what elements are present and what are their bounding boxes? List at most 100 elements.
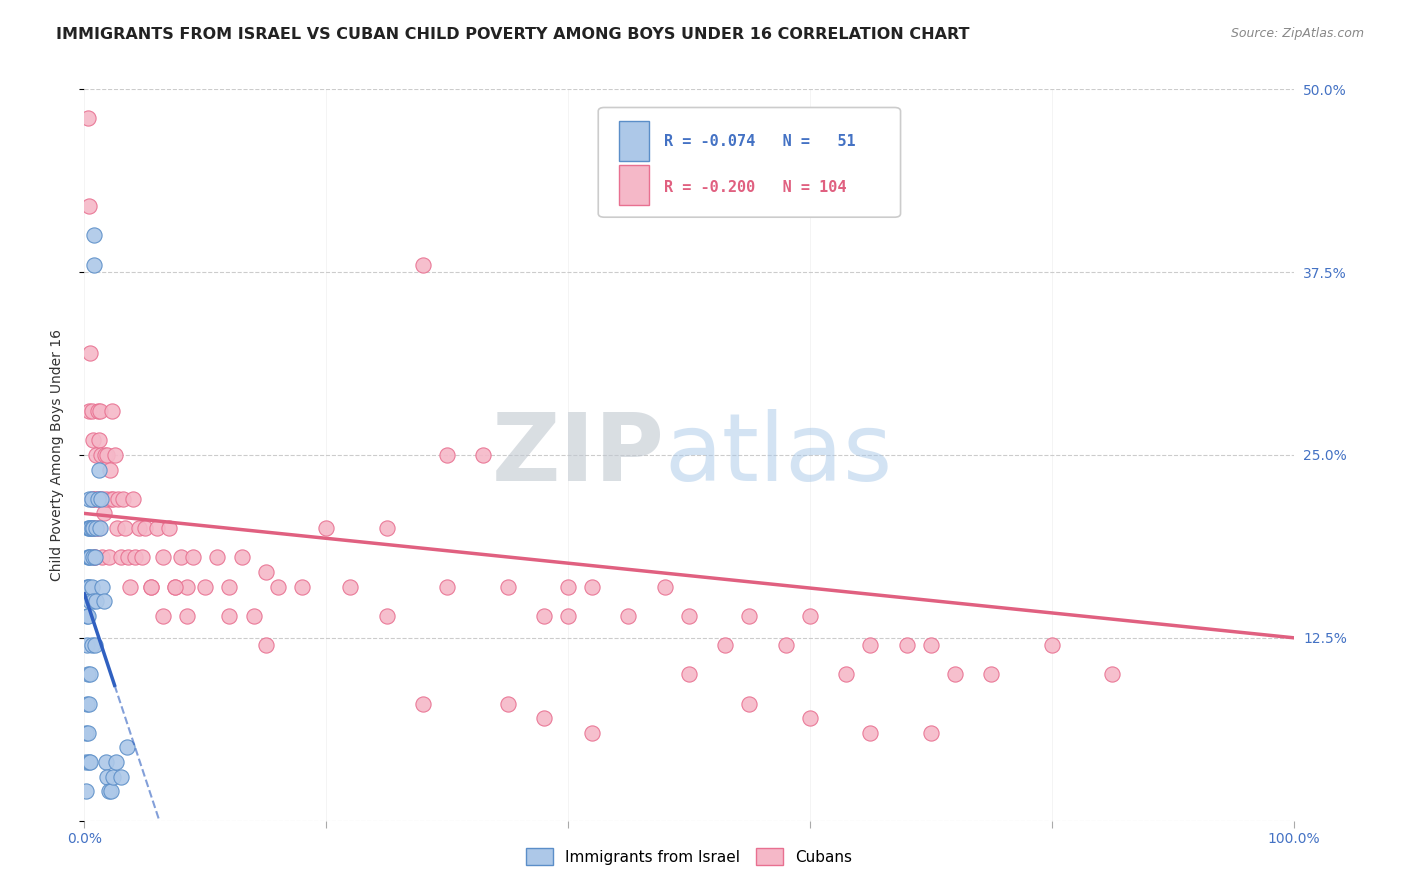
Point bbox=[76, 580, 98, 594]
Point bbox=[835, 667, 858, 681]
Point bbox=[82, 594, 104, 608]
Point bbox=[77, 550, 100, 565]
Point bbox=[218, 580, 240, 594]
Point bbox=[100, 784, 122, 798]
Point bbox=[920, 638, 942, 652]
Point bbox=[121, 491, 143, 506]
Point bbox=[152, 550, 174, 565]
Point bbox=[738, 697, 761, 711]
Point bbox=[678, 667, 700, 681]
Point bbox=[86, 521, 108, 535]
Point bbox=[920, 726, 942, 740]
Point bbox=[533, 608, 555, 623]
Point bbox=[96, 448, 118, 462]
Point bbox=[107, 491, 129, 506]
Point bbox=[86, 448, 108, 462]
Point bbox=[94, 491, 117, 506]
Point bbox=[103, 770, 125, 784]
Text: R = -0.200   N = 104: R = -0.200 N = 104 bbox=[664, 180, 846, 195]
Point bbox=[76, 638, 98, 652]
Point bbox=[943, 667, 966, 681]
Point bbox=[77, 726, 100, 740]
Point bbox=[76, 697, 98, 711]
Point bbox=[84, 638, 107, 652]
Point bbox=[267, 580, 290, 594]
Point bbox=[87, 434, 110, 448]
Point bbox=[496, 697, 519, 711]
Point bbox=[97, 784, 120, 798]
Text: Source: ZipAtlas.com: Source: ZipAtlas.com bbox=[1230, 27, 1364, 40]
Point bbox=[96, 770, 118, 784]
Point bbox=[91, 550, 114, 565]
Point bbox=[859, 638, 882, 652]
Point bbox=[80, 491, 103, 506]
Point bbox=[86, 491, 108, 506]
Point bbox=[86, 491, 108, 506]
Point bbox=[412, 697, 434, 711]
Point bbox=[80, 404, 103, 418]
Point bbox=[110, 770, 132, 784]
Point bbox=[84, 491, 107, 506]
Point bbox=[83, 228, 105, 243]
Point bbox=[79, 521, 101, 535]
Point bbox=[157, 521, 180, 535]
Text: atlas: atlas bbox=[665, 409, 893, 501]
Point bbox=[980, 667, 1002, 681]
Point bbox=[77, 521, 100, 535]
Point bbox=[412, 258, 434, 272]
Point bbox=[581, 726, 603, 740]
Text: IMMIGRANTS FROM ISRAEL VS CUBAN CHILD POVERTY AMONG BOYS UNDER 16 CORRELATION CH: IMMIGRANTS FROM ISRAEL VS CUBAN CHILD PO… bbox=[56, 27, 970, 42]
Point bbox=[170, 550, 193, 565]
FancyBboxPatch shape bbox=[599, 108, 901, 218]
Point bbox=[103, 491, 125, 506]
Point bbox=[654, 580, 676, 594]
Point bbox=[678, 608, 700, 623]
Point bbox=[738, 608, 761, 623]
Point bbox=[93, 594, 115, 608]
Point bbox=[101, 404, 124, 418]
Point bbox=[75, 755, 97, 769]
Point bbox=[231, 550, 253, 565]
Point bbox=[799, 711, 821, 725]
Point bbox=[77, 667, 100, 681]
Point bbox=[87, 462, 110, 476]
Point bbox=[77, 755, 100, 769]
Point bbox=[86, 404, 108, 418]
Point bbox=[86, 521, 108, 535]
Point bbox=[82, 521, 104, 535]
Point bbox=[496, 580, 519, 594]
Point bbox=[165, 580, 187, 594]
Point bbox=[75, 726, 97, 740]
Point bbox=[105, 521, 128, 535]
Point bbox=[131, 550, 153, 565]
Point bbox=[77, 491, 100, 506]
Point bbox=[76, 608, 98, 623]
Point bbox=[146, 521, 169, 535]
Point bbox=[775, 638, 797, 652]
Point bbox=[77, 550, 100, 565]
Point bbox=[86, 594, 108, 608]
Point bbox=[436, 580, 458, 594]
Point bbox=[120, 580, 142, 594]
Point bbox=[1101, 667, 1123, 681]
Point bbox=[82, 434, 104, 448]
Point bbox=[714, 638, 737, 652]
Point bbox=[84, 550, 107, 565]
Point bbox=[90, 448, 112, 462]
Point bbox=[134, 521, 156, 535]
FancyBboxPatch shape bbox=[619, 164, 650, 205]
Point bbox=[94, 448, 117, 462]
Point bbox=[315, 521, 337, 535]
Point bbox=[97, 550, 120, 565]
Point bbox=[617, 608, 640, 623]
Point bbox=[375, 521, 398, 535]
Point bbox=[79, 667, 101, 681]
Point bbox=[91, 491, 114, 506]
Point bbox=[87, 521, 110, 535]
Point bbox=[83, 491, 105, 506]
Point bbox=[242, 608, 264, 623]
Point bbox=[77, 404, 100, 418]
Point bbox=[436, 448, 458, 462]
Point bbox=[176, 580, 198, 594]
Point bbox=[176, 608, 198, 623]
